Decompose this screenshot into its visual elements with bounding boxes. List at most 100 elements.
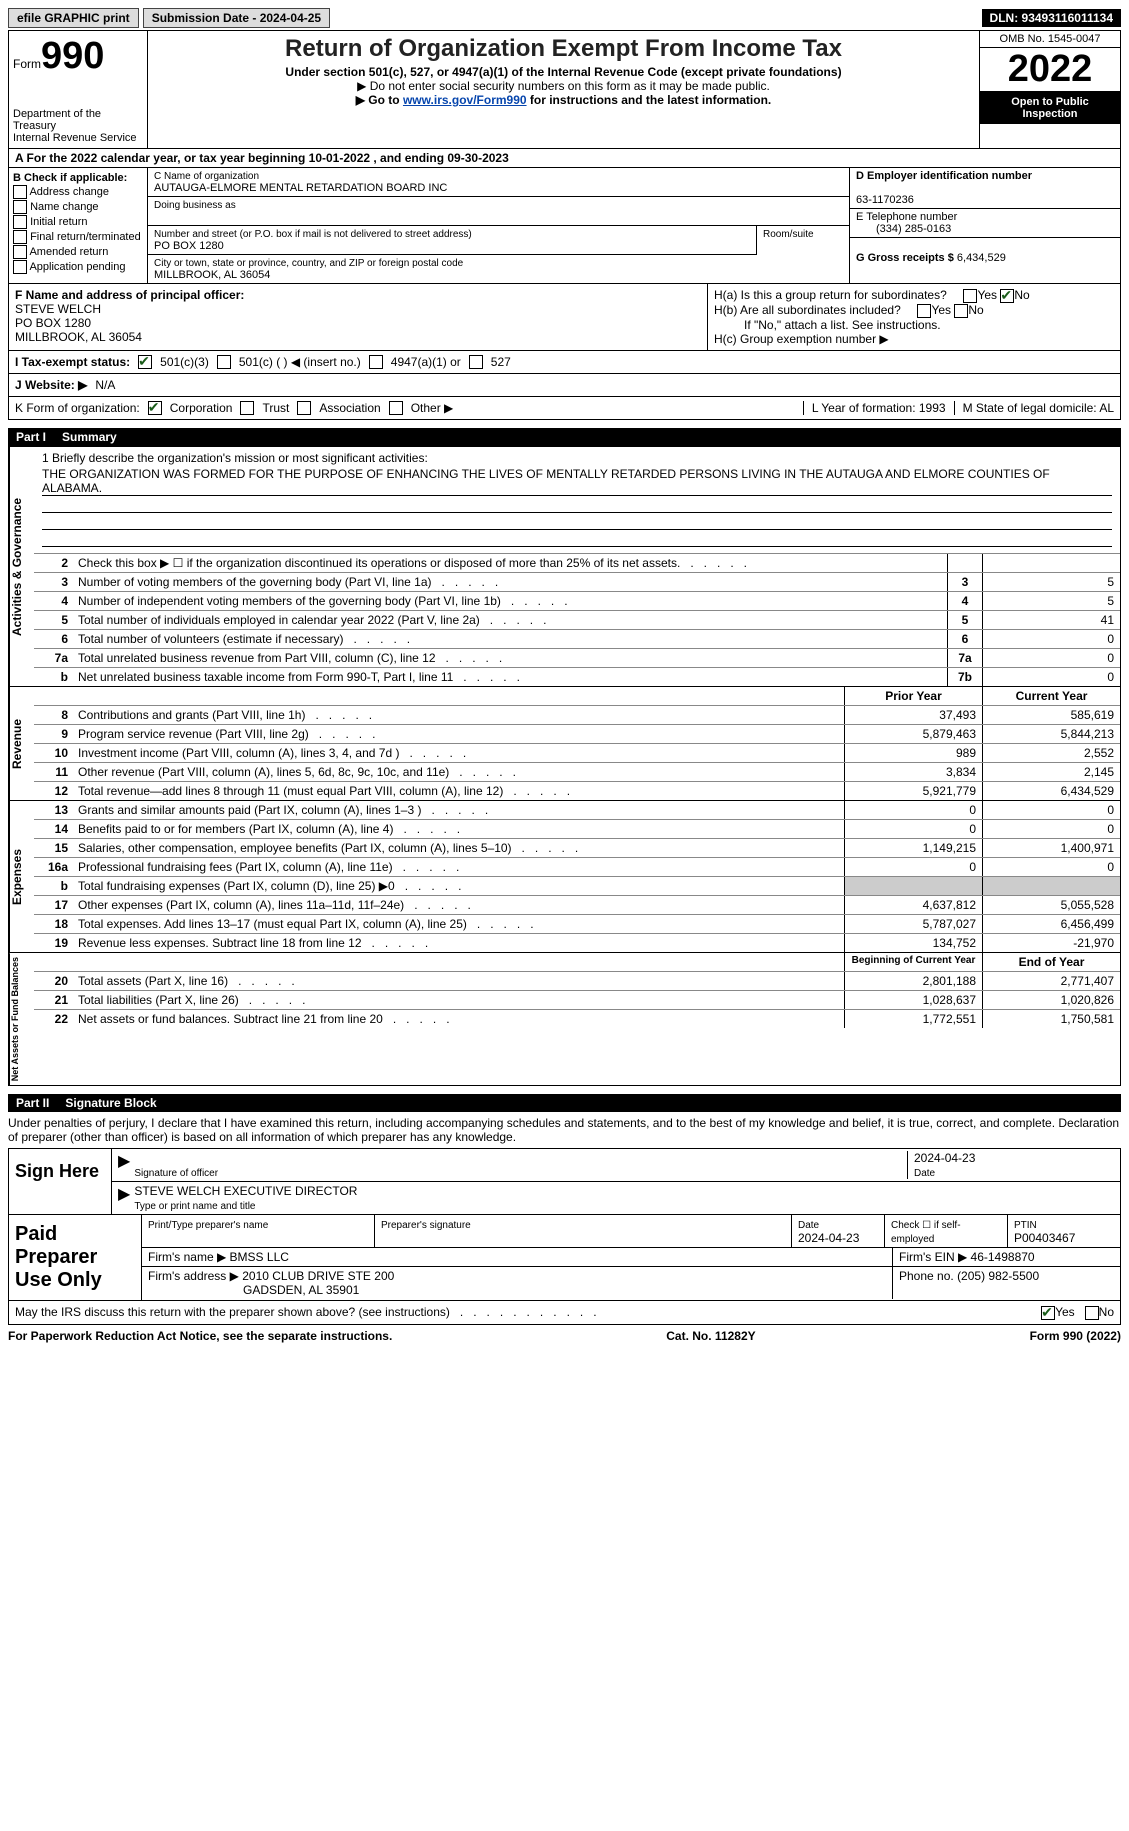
preparer-block: Paid Preparer Use Only Print/Type prepar… xyxy=(8,1215,1121,1301)
sign-here-label: Sign Here xyxy=(9,1149,112,1214)
tax-status-row: I Tax-exempt status: 501(c)(3) 501(c) ( … xyxy=(8,351,1121,374)
penalty-text: Under penalties of perjury, I declare th… xyxy=(8,1112,1121,1149)
irs-link[interactable]: www.irs.gov/Form990 xyxy=(403,93,527,107)
summary-line: bNet unrelated business taxable income f… xyxy=(34,668,1120,686)
check-501c[interactable] xyxy=(217,355,231,369)
goto-post: for instructions and the latest informat… xyxy=(527,93,772,107)
discuss-no[interactable] xyxy=(1085,1306,1099,1320)
form-title: Return of Organization Exempt From Incom… xyxy=(154,35,973,63)
submission-button[interactable]: Submission Date - 2024-04-25 xyxy=(143,8,330,28)
summary-line: 22Net assets or fund balances. Subtract … xyxy=(34,1010,1120,1028)
sig-date-label: Date xyxy=(914,1168,935,1179)
cat-no: Cat. No. 11282Y xyxy=(666,1329,755,1343)
name-label: C Name of organization xyxy=(154,171,259,182)
ha-yes[interactable] xyxy=(963,289,977,303)
state-domicile: M State of legal domicile: AL xyxy=(954,401,1114,415)
website-row: J Website: ▶ N/A xyxy=(8,374,1121,397)
officer-addr2: MILLBROOK, AL 36054 xyxy=(15,330,142,344)
part2-header: Part II Signature Block xyxy=(8,1094,1121,1112)
summary-line: 19Revenue less expenses. Subtract line 1… xyxy=(34,934,1120,952)
hb-yes[interactable] xyxy=(917,304,931,318)
summary-governance: Activities & Governance 1 Briefly descri… xyxy=(8,446,1121,687)
gross-value: 6,434,529 xyxy=(957,252,1006,264)
summary-line: 10Investment income (Part VIII, column (… xyxy=(34,744,1120,763)
summary-line: 4Number of independent voting members of… xyxy=(34,592,1120,611)
check-501c3[interactable] xyxy=(138,355,152,369)
sig-date: 2024-04-23 xyxy=(914,1151,975,1165)
officer-name: STEVE WELCH xyxy=(15,302,101,316)
firm-name: BMSS LLC xyxy=(230,1250,289,1264)
sig-officer-label: Signature of officer xyxy=(134,1168,218,1179)
check-pending: Application pending xyxy=(13,260,143,274)
firm-ein: 46-1498870 xyxy=(971,1250,1035,1264)
tel-label: E Telephone number xyxy=(856,211,957,223)
check-4947[interactable] xyxy=(369,355,383,369)
summary-line: 13Grants and similar amounts paid (Part … xyxy=(34,801,1120,820)
ha-label: H(a) Is this a group return for subordin… xyxy=(714,288,947,302)
addr-label: Number and street (or P.O. box if mail i… xyxy=(154,229,472,240)
korg-label: K Form of organization: xyxy=(15,401,140,415)
phone-value: (205) 982-5500 xyxy=(957,1269,1039,1283)
dept-label: Department of the Treasury Internal Reve… xyxy=(13,108,143,144)
korg-row: K Form of organization: Corporation Trus… xyxy=(8,397,1121,420)
ptin-value: P00403467 xyxy=(1014,1231,1075,1245)
efile-button[interactable]: efile GRAPHIC print xyxy=(8,8,139,28)
prep-date-label: Date xyxy=(798,1220,819,1231)
dba-label: Doing business as xyxy=(154,200,236,211)
room-label: Room/suite xyxy=(763,229,814,240)
year-formation: L Year of formation: 1993 xyxy=(803,401,946,415)
box-b-label: B Check if applicable: xyxy=(13,172,127,184)
check-name: Name change xyxy=(13,200,143,214)
check-other[interactable] xyxy=(389,401,403,415)
discuss-yes[interactable] xyxy=(1041,1306,1055,1320)
check-initial: Initial return xyxy=(13,215,143,229)
summary-expenses: Expenses 13Grants and similar amounts pa… xyxy=(8,801,1121,953)
addr-value: PO BOX 1280 xyxy=(154,240,224,252)
status-label: I Tax-exempt status: xyxy=(15,355,130,369)
subtitle-2: ▶ Do not enter social security numbers o… xyxy=(154,79,973,93)
signature-block: Sign Here ▶ Signature of officer2024-04-… xyxy=(8,1149,1121,1215)
firm-label: Firm's name ▶ xyxy=(148,1250,226,1264)
tel-value: (334) 285-0163 xyxy=(856,223,951,235)
current-year-hdr: Current Year xyxy=(982,687,1120,705)
officer-addr1: PO BOX 1280 xyxy=(15,316,91,330)
goto-pre: ▶ Go to xyxy=(356,93,403,107)
row-a: A For the 2022 calendar year, or tax yea… xyxy=(8,149,1121,168)
begin-year-hdr: Beginning of Current Year xyxy=(844,953,982,971)
check-trust[interactable] xyxy=(240,401,254,415)
page-footer: For Paperwork Reduction Act Notice, see … xyxy=(8,1325,1121,1347)
prior-year-hdr: Prior Year xyxy=(844,687,982,705)
hb-no[interactable] xyxy=(954,304,968,318)
summary-line: 12Total revenue—add lines 8 through 11 (… xyxy=(34,782,1120,800)
summary-line: 11Other revenue (Part VIII, column (A), … xyxy=(34,763,1120,782)
dln-label: DLN: 93493116011134 xyxy=(982,9,1121,27)
summary-line: 7aTotal unrelated business revenue from … xyxy=(34,649,1120,668)
firm-ein-label: Firm's EIN ▶ xyxy=(899,1250,967,1264)
prep-check-label: Check ☐ if self-employed xyxy=(891,1220,961,1245)
ptin-label: PTIN xyxy=(1014,1220,1037,1231)
officer-label: F Name and address of principal officer: xyxy=(15,288,244,302)
section-bcd: B Check if applicable: Address change Na… xyxy=(8,168,1121,284)
ha-no[interactable] xyxy=(1000,289,1014,303)
discuss-row: May the IRS discuss this return with the… xyxy=(8,1301,1121,1325)
check-assoc[interactable] xyxy=(297,401,311,415)
prep-date: 2024-04-23 xyxy=(798,1231,859,1245)
tax-year: 2022 xyxy=(980,48,1120,92)
summary-line: 6Total number of volunteers (estimate if… xyxy=(34,630,1120,649)
summary-line: 3Number of voting members of the governi… xyxy=(34,573,1120,592)
check-corp[interactable] xyxy=(148,401,162,415)
hb-note: If "No," attach a list. See instructions… xyxy=(714,318,1114,332)
public-inspection: Open to Public Inspection xyxy=(980,92,1120,124)
summary-line: 14Benefits paid to or for members (Part … xyxy=(34,820,1120,839)
subtitle-1: Under section 501(c), 527, or 4947(a)(1)… xyxy=(154,65,973,79)
part1-header: Part I Summary xyxy=(8,428,1121,446)
row-fh: F Name and address of principal officer:… xyxy=(8,284,1121,351)
gross-label: G Gross receipts $ xyxy=(856,252,954,264)
check-527[interactable] xyxy=(469,355,483,369)
pra-notice: For Paperwork Reduction Act Notice, see … xyxy=(8,1329,392,1343)
summary-line: 18Total expenses. Add lines 13–17 (must … xyxy=(34,915,1120,934)
vlabel-net: Net Assets or Fund Balances xyxy=(9,953,34,1085)
prep-sig-label: Preparer's signature xyxy=(381,1220,471,1231)
ein-value: 63-1170236 xyxy=(856,194,914,206)
summary-line: 5Total number of individuals employed in… xyxy=(34,611,1120,630)
